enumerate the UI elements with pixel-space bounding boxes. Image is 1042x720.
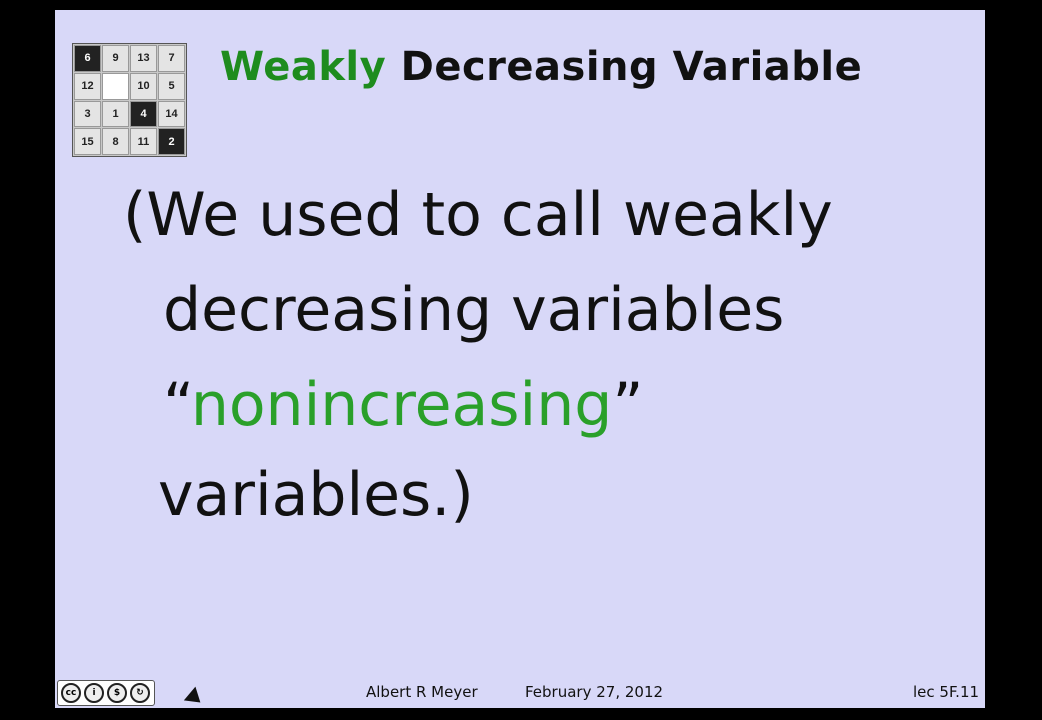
slide xyxy=(55,10,985,708)
puzzle-tile xyxy=(102,72,129,100)
puzzle-tile: 7 xyxy=(158,45,185,72)
cc-icon: cc xyxy=(61,683,81,703)
title-highlight: Weakly xyxy=(220,44,387,90)
highlight-word: nonincreasing xyxy=(190,370,613,440)
footer-lecture: lec 5F.11 xyxy=(913,683,980,701)
footer-date: February 27, 2012 xyxy=(525,683,664,701)
nc-icon: $ xyxy=(107,683,127,703)
body-line-2: decreasing variables xyxy=(163,275,785,345)
footer-author: Albert R Meyer xyxy=(366,683,478,701)
puzzle-tile: 2 xyxy=(158,128,185,155)
title-rest: Decreasing Variable xyxy=(400,44,863,90)
puzzle-tile: 1 xyxy=(102,100,129,128)
by-icon: i xyxy=(84,683,104,703)
sa-icon: ↻ xyxy=(130,683,150,703)
puzzle-tile: 11 xyxy=(130,128,157,155)
puzzle-tile: 3 xyxy=(74,100,101,128)
body-line-1: (We used to call weakly xyxy=(123,180,833,250)
puzzle-tile: 4 xyxy=(130,100,157,128)
puzzle-tile: 10 xyxy=(130,72,157,100)
fifteen-puzzle-icon: 6 9 13 7 12 10 5 3 1 4 14 15 8 11 2 xyxy=(72,43,187,157)
open-quote: “ xyxy=(163,370,191,440)
puzzle-tile: 9 xyxy=(102,45,129,72)
puzzle-tile: 6 xyxy=(74,45,101,72)
puzzle-tile: 13 xyxy=(130,45,157,72)
puzzle-tile: 15 xyxy=(74,128,101,155)
puzzle-tile: 5 xyxy=(158,72,185,100)
puzzle-tile: 14 xyxy=(158,100,185,128)
body-line-4: variables.) xyxy=(158,460,474,530)
close-quote: ” xyxy=(612,370,644,440)
creative-commons-badge: cc i $ ↻ xyxy=(57,680,155,706)
body-line-3: “nonincreasing” xyxy=(163,370,643,440)
slide-title: Weakly Decreasing Variable xyxy=(220,44,862,90)
puzzle-tile: 8 xyxy=(102,128,129,155)
puzzle-tile: 12 xyxy=(74,72,101,100)
